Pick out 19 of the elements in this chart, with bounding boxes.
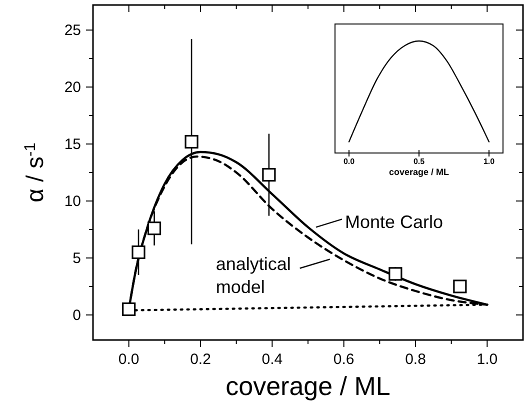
x-axis-title: coverage / ML — [226, 371, 390, 401]
x-tick-label: 0.6 — [333, 351, 354, 368]
y-tick-label: 0 — [72, 306, 81, 324]
series-label: analytical model — [216, 254, 291, 298]
x-tick-label: 0.0 — [118, 351, 140, 368]
x-axis-title: coverage / ML — [388, 167, 450, 177]
y-tick-label: 15 — [64, 136, 81, 154]
y-tick-label: 10 — [64, 192, 81, 210]
x-tick-label: 0.2 — [190, 351, 211, 368]
x-tick-label: 0.8 — [405, 351, 426, 368]
x-tick-label: 0.5 — [413, 157, 426, 166]
y-tick-label: 5 — [72, 250, 81, 267]
x-tick-label: 1.0 — [476, 351, 498, 368]
x-tick-label: 0.4 — [262, 351, 283, 368]
x-tick-label: 1.0 — [483, 157, 496, 166]
y-tick-label: 20 — [64, 79, 81, 96]
legend-label: Monte Carlo — [345, 212, 444, 232]
y-tick-label: 25 — [64, 22, 81, 40]
x-tick-label: 0.0 — [343, 157, 356, 166]
